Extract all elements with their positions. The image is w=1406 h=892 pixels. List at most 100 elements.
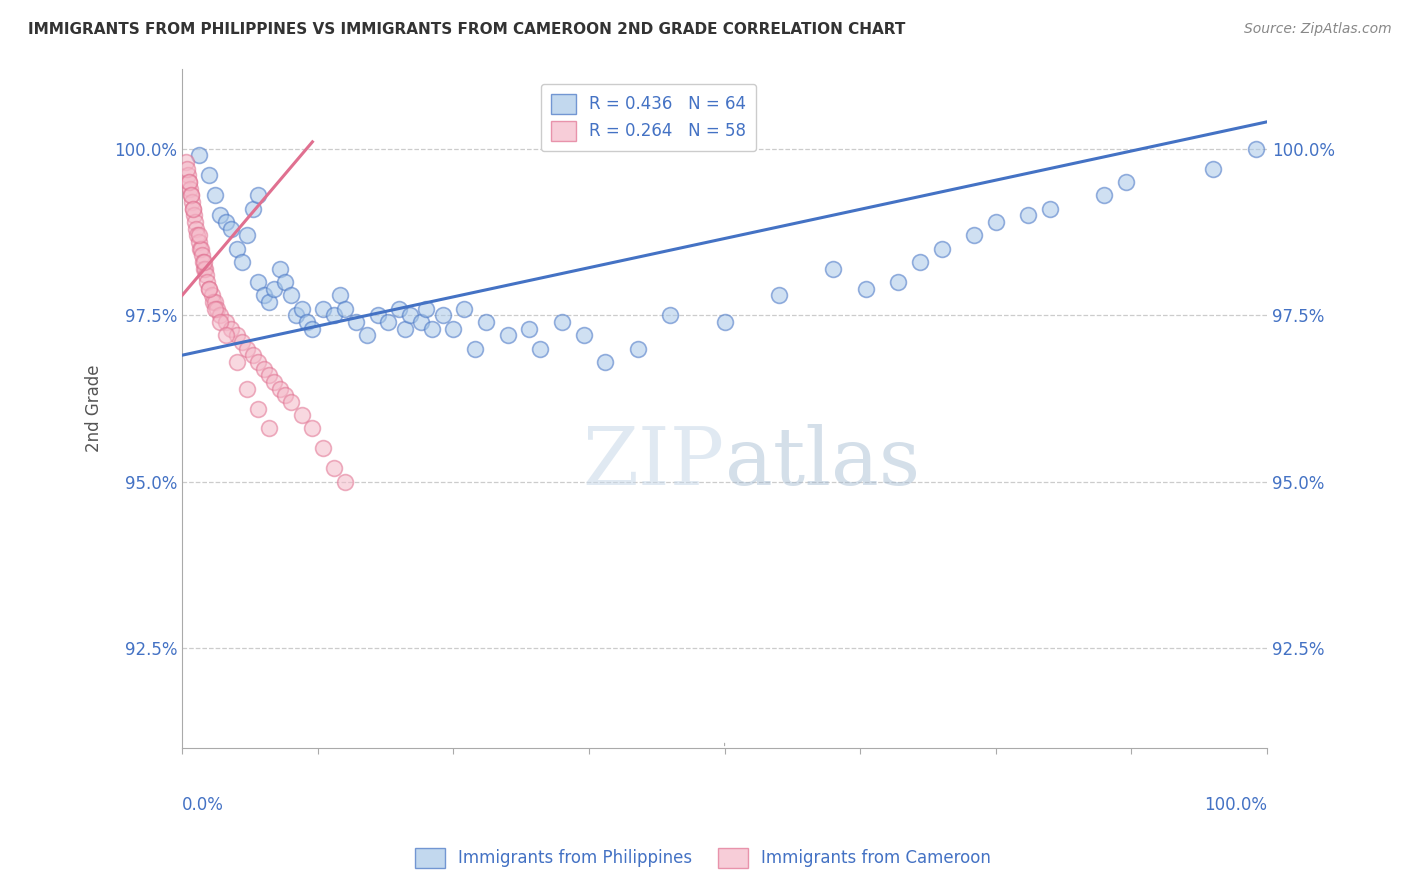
Point: [204, 301, 226, 316]
Point: [181, 202, 204, 216]
Point: [312, 442, 335, 456]
Point: [180, 188, 202, 202]
Point: [399, 308, 422, 322]
Point: [593, 355, 616, 369]
Point: [887, 275, 910, 289]
Point: [257, 368, 280, 383]
Point: [195, 275, 218, 289]
Point: [263, 375, 285, 389]
Point: [1092, 188, 1115, 202]
Point: [420, 321, 443, 335]
Point: [855, 281, 877, 295]
Point: [186, 221, 208, 235]
Point: [517, 321, 540, 335]
Legend: R = 0.436   N = 64, R = 0.264   N = 58: R = 0.436 N = 64, R = 0.264 N = 58: [541, 84, 756, 151]
Point: [188, 242, 211, 256]
Point: [214, 328, 236, 343]
Point: [529, 342, 551, 356]
Point: [323, 461, 346, 475]
Point: [181, 194, 204, 209]
Point: [301, 421, 323, 435]
Point: [187, 148, 209, 162]
Point: [225, 242, 247, 256]
Point: [205, 301, 228, 316]
Point: [180, 188, 202, 202]
Point: [713, 315, 735, 329]
Point: [269, 261, 291, 276]
Point: [269, 382, 291, 396]
Point: [176, 168, 198, 182]
Point: [247, 401, 270, 416]
Point: [193, 261, 215, 276]
Point: [252, 288, 274, 302]
Point: [214, 315, 236, 329]
Point: [441, 321, 464, 335]
Point: [333, 475, 356, 489]
Point: [201, 294, 224, 309]
Point: [191, 255, 214, 269]
Point: [394, 321, 416, 335]
Point: [257, 421, 280, 435]
Y-axis label: 2nd Grade: 2nd Grade: [86, 365, 103, 452]
Text: ZIP: ZIP: [582, 424, 724, 502]
Point: [551, 315, 574, 329]
Point: [659, 308, 682, 322]
Point: [908, 255, 931, 269]
Point: [193, 255, 215, 269]
Point: [821, 261, 844, 276]
Point: [179, 181, 201, 195]
Point: [285, 308, 308, 322]
Point: [627, 342, 650, 356]
Point: [344, 315, 367, 329]
Point: [176, 161, 198, 176]
Point: [572, 328, 595, 343]
Point: [219, 321, 242, 335]
Point: [225, 328, 247, 343]
Point: [323, 308, 346, 322]
Point: [242, 348, 264, 362]
Text: 100.0%: 100.0%: [1204, 796, 1267, 814]
Point: [231, 334, 253, 349]
Point: [174, 154, 197, 169]
Point: [496, 328, 519, 343]
Point: [931, 242, 953, 256]
Point: [200, 288, 222, 302]
Point: [198, 281, 221, 295]
Point: [177, 175, 200, 189]
Point: [190, 242, 212, 256]
Point: [388, 301, 411, 316]
Point: [274, 275, 297, 289]
Point: [312, 301, 335, 316]
Point: [333, 301, 356, 316]
Point: [247, 188, 270, 202]
Point: [184, 215, 207, 229]
Point: [963, 228, 986, 243]
Point: [209, 315, 232, 329]
Point: [263, 281, 285, 295]
Point: [1244, 141, 1267, 155]
Point: [1017, 208, 1039, 222]
Point: [328, 288, 350, 302]
Point: [1201, 161, 1223, 176]
Point: [219, 221, 242, 235]
Point: [214, 215, 236, 229]
Point: [198, 281, 221, 295]
Point: [280, 288, 302, 302]
Point: [186, 228, 208, 243]
Point: [242, 202, 264, 216]
Point: [280, 394, 302, 409]
Point: [768, 288, 790, 302]
Point: [252, 361, 274, 376]
Point: [1039, 202, 1062, 216]
Point: [257, 294, 280, 309]
Point: [236, 228, 259, 243]
Point: [191, 248, 214, 262]
Point: [204, 294, 226, 309]
Legend: Immigrants from Philippines, Immigrants from Cameroon: Immigrants from Philippines, Immigrants …: [409, 841, 997, 875]
Point: [274, 388, 297, 402]
Point: [177, 175, 200, 189]
Point: [236, 342, 259, 356]
Point: [236, 382, 259, 396]
Point: [181, 202, 204, 216]
Point: [409, 315, 432, 329]
